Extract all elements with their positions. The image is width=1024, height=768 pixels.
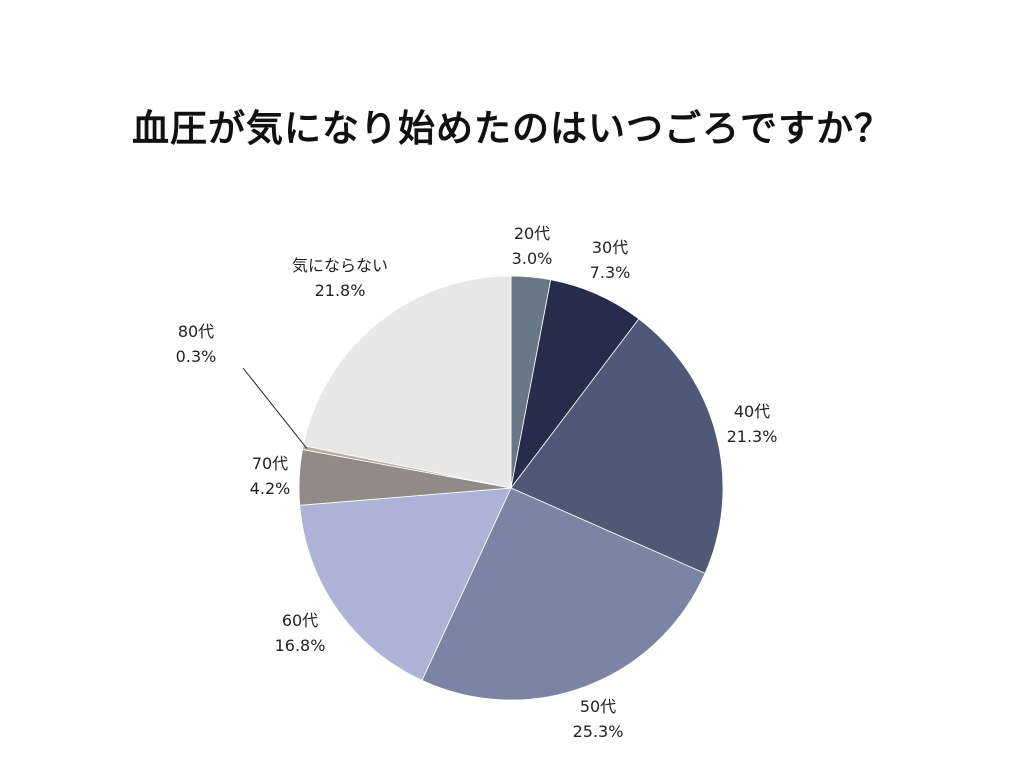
- slice-label-pct-5: 16.8%: [275, 636, 326, 655]
- slice-label-5: 60代 16.8%: [275, 611, 326, 655]
- pie-slices: [298, 275, 724, 701]
- slice-label-name-5: 60代: [282, 611, 318, 630]
- leader-lines: [242, 367, 308, 449]
- slice-label-name-7: 80代: [178, 322, 214, 341]
- pie-slice-8: [302, 275, 512, 489]
- slice-label-2: 30代 7.3%: [590, 238, 631, 282]
- slice-label-4: 50代 25.3%: [573, 697, 624, 741]
- pie-slice-3: [510, 318, 724, 574]
- slice-label-name-1: 20代: [514, 224, 550, 243]
- slice-label-pct-4: 25.3%: [573, 722, 624, 741]
- slice-label-7: 80代 0.3%: [176, 322, 217, 366]
- slice-label-name-6: 70代: [252, 454, 288, 473]
- chart-title: 血圧が気になり始めたのはいつごろですか？: [132, 107, 892, 150]
- slice-label-3: 40代 21.3%: [727, 402, 778, 446]
- slice-label-name-2: 30代: [592, 238, 628, 257]
- slice-labels: 20代 3.0% 30代 7.3% 40代 21.3% 50代 25.3% 60代 16.8% 70…: [176, 224, 778, 741]
- slice-label-pct-1: 3.0%: [512, 249, 553, 268]
- slice-label-1: 20代 3.0%: [512, 224, 553, 268]
- pie-slice-4: [421, 487, 706, 701]
- slice-label-pct-6: 4.2%: [250, 479, 291, 498]
- leader-line-7: [242, 367, 308, 449]
- slice-label-name-8: 気にならない: [292, 256, 388, 275]
- slice-label-name-4: 50代: [580, 697, 616, 716]
- pie-slice-2: [510, 279, 640, 489]
- slice-label-name-3: 40代: [734, 402, 770, 421]
- slice-label-pct-8: 21.8%: [315, 281, 366, 300]
- pie-slice-5: [299, 487, 512, 681]
- slice-label-8: 気にならない 21.8%: [292, 256, 388, 300]
- slice-label-pct-3: 21.3%: [727, 427, 778, 446]
- slice-label-pct-7: 0.3%: [176, 347, 217, 366]
- slice-label-6: 70代 4.2%: [250, 454, 291, 498]
- slice-label-pct-2: 7.3%: [590, 263, 631, 282]
